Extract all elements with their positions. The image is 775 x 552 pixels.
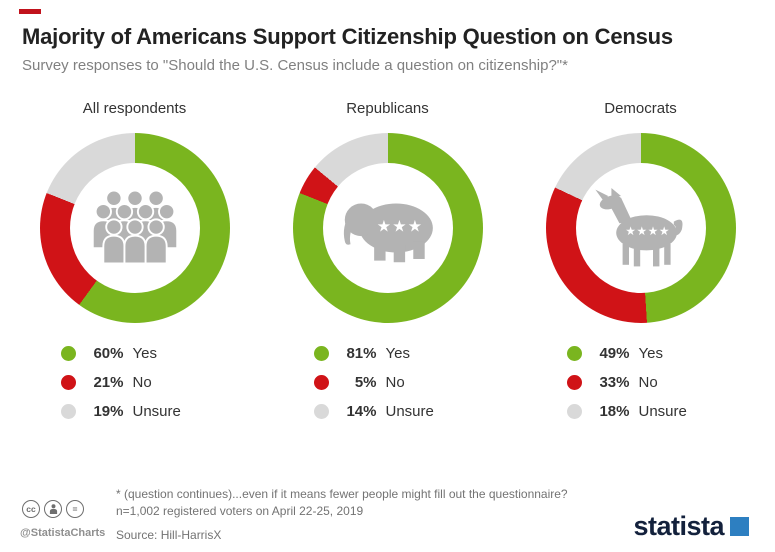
donut-hole [69, 163, 200, 293]
legend-percent: 49% [599, 345, 630, 362]
legend-percent: 21% [93, 374, 124, 391]
legend-item-no: 5% No [313, 374, 462, 391]
legend-percent: 19% [93, 403, 124, 420]
donut-chart-republicans [292, 133, 483, 323]
legend-item-yes: 49% Yes [566, 345, 715, 362]
chart-title: All respondents [82, 100, 187, 117]
cc-icon: cc [22, 500, 40, 518]
statista-charts-handle: @StatistaCharts [20, 527, 106, 539]
legend-dot-unsure [566, 404, 582, 419]
charts-row: All respondents [0, 100, 775, 432]
footnotes: * (question continues)...even if it mean… [116, 486, 568, 520]
legend-label: No [638, 374, 658, 391]
chart-column-all-respondents: All respondents [8, 100, 261, 432]
democrat-donkey-icon [594, 188, 683, 267]
statista-logo-text: statista [633, 511, 724, 541]
cc-no-derivatives-icon: = [66, 500, 84, 518]
legend-item-unsure: 18% Unsure [566, 403, 715, 420]
legend-dot-yes [313, 346, 329, 361]
legend-percent: 18% [599, 403, 630, 420]
legend-item-yes: 81% Yes [313, 345, 462, 362]
donut-chart-democrats [545, 133, 736, 323]
legend-dot-no [566, 375, 582, 390]
donut-chart-all-respondents [39, 133, 230, 323]
republican-elephant-icon [343, 203, 433, 263]
page-subtitle: Survey responses to "Should the U.S. Cen… [22, 57, 568, 74]
legend-percent: 60% [93, 345, 124, 362]
legend-dot-unsure [313, 404, 329, 419]
cc-license-icons: cc = [22, 500, 84, 518]
legend-dot-yes [60, 346, 76, 361]
legend-dot-yes [566, 346, 582, 361]
chart-column-republicans: Republicans [261, 100, 514, 432]
chart-column-democrats: Democrats [514, 100, 767, 432]
footnote-question: * (question continues)...even if it mean… [116, 487, 568, 501]
top-accent [19, 9, 41, 14]
legend: 60% Yes 21% No 19% Unsure [60, 345, 209, 432]
legend-item-no: 21% No [60, 374, 209, 391]
legend: 81% Yes 5% No 14% Unsure [313, 345, 462, 432]
chart-title: Republicans [346, 100, 429, 117]
legend-label: No [132, 374, 152, 391]
legend-percent: 5% [354, 374, 377, 391]
legend-label: Unsure [132, 403, 181, 420]
donut-hole [575, 163, 706, 293]
legend-dot-no [60, 375, 76, 390]
legend-percent: 14% [346, 403, 377, 420]
statista-logo: statista [633, 511, 749, 542]
legend-label: Yes [638, 345, 663, 362]
legend-item-no: 33% No [566, 374, 715, 391]
legend-label: Unsure [638, 403, 687, 420]
legend-item-unsure: 14% Unsure [313, 403, 462, 420]
footnote-sample: n=1,002 registered voters on April 22-25… [116, 504, 364, 518]
legend-dot-unsure [60, 404, 76, 419]
cc-attribution-icon [44, 500, 62, 518]
legend-percent: 81% [346, 345, 377, 362]
statista-logo-square [730, 517, 749, 536]
legend-label: No [385, 374, 405, 391]
legend: 49% Yes 33% No 18% Unsure [566, 345, 715, 432]
legend-label: Yes [385, 345, 410, 362]
legend-item-yes: 60% Yes [60, 345, 209, 362]
legend-item-unsure: 19% Unsure [60, 403, 209, 420]
chart-title: Democrats [604, 100, 677, 117]
donut-hole [322, 163, 453, 293]
source-line: Source: Hill-HarrisX [116, 528, 222, 542]
legend-label: Unsure [385, 403, 434, 420]
legend-percent: 33% [599, 374, 630, 391]
legend-label: Yes [132, 345, 157, 362]
legend-dot-no [313, 375, 329, 390]
page-title: Majority of Americans Support Citizenshi… [22, 24, 673, 49]
header: Majority of Americans Support Citizenshi… [0, 0, 775, 74]
people-group-icon [91, 190, 178, 265]
